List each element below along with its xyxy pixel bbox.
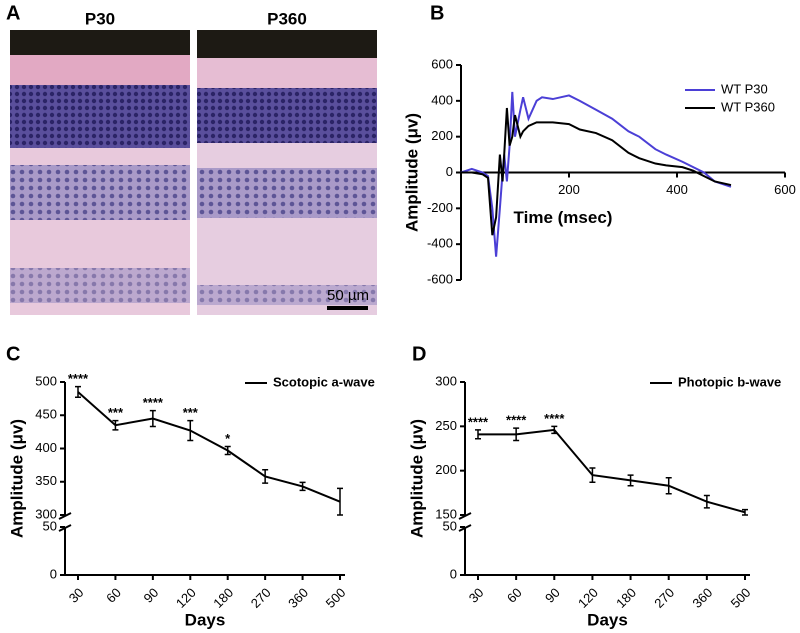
y-tick-label: 400 <box>35 440 57 455</box>
x-tick-label: 200 <box>558 182 580 197</box>
error-bar <box>299 481 306 492</box>
significance: *** <box>108 405 124 420</box>
histology-p360 <box>197 30 377 315</box>
significance: *** <box>183 405 199 420</box>
y-tick-label: 300 <box>435 373 457 388</box>
y-tick-label: 0 <box>50 566 57 581</box>
series-line <box>478 428 746 514</box>
y-tick-label: 200 <box>431 128 453 143</box>
error-bar <box>703 494 710 509</box>
y-tick-label: 150 <box>435 506 457 521</box>
error-bar <box>513 427 520 442</box>
x-tick-label: 60 <box>504 585 525 606</box>
significance: * <box>225 431 231 446</box>
x-tick-label: 120 <box>173 585 199 611</box>
x-tick-label: 360 <box>285 585 311 611</box>
x-tick-label: 360 <box>689 585 715 611</box>
x-tick-label: 500 <box>728 585 754 611</box>
panel-label: D <box>412 343 426 365</box>
x-tick-label: 90 <box>542 585 563 606</box>
x-tick-label: 30 <box>66 585 87 606</box>
significance: **** <box>506 413 527 428</box>
x-tick-label: 90 <box>141 585 162 606</box>
y-axis-title: Amplitude (μv) <box>402 113 421 232</box>
error-bar <box>627 474 634 487</box>
x-tick-label: 270 <box>248 585 274 611</box>
significance: **** <box>68 371 89 386</box>
y-tick-label: 400 <box>431 92 453 107</box>
y-tick-label: -200 <box>427 200 453 215</box>
error-bar <box>112 419 119 431</box>
x-tick-label: 120 <box>575 585 601 611</box>
y-tick-label: 50 <box>43 518 57 533</box>
legend-label: Scotopic a-wave <box>273 374 375 389</box>
error-bar <box>224 445 231 456</box>
y-tick-label: 350 <box>35 473 57 488</box>
series-line <box>460 91 732 257</box>
error-bar <box>551 425 558 435</box>
y-tick-label: -600 <box>427 271 453 286</box>
y-axis-title: Amplitude (μv) <box>407 419 426 538</box>
x-tick-label: 400 <box>666 182 688 197</box>
y-tick-label: 450 <box>35 407 57 422</box>
x-axis-title: Days <box>587 610 628 629</box>
x-tick-label: 500 <box>323 585 349 611</box>
y-tick-label: 0 <box>450 566 457 581</box>
y-tick-label: 600 <box>431 56 453 71</box>
x-tick-label: 180 <box>613 585 639 611</box>
error-bar <box>337 487 343 516</box>
significance: **** <box>143 395 164 410</box>
legend-label: Photopic b-wave <box>678 374 781 389</box>
significance: **** <box>468 414 489 429</box>
x-axis-title: Time (msec) <box>514 208 613 227</box>
significance: **** <box>544 411 565 426</box>
legend-label: WT P360 <box>721 99 775 114</box>
x-axis-title: Days <box>185 610 226 629</box>
x-tick-label: 180 <box>210 585 236 611</box>
y-tick-label: 50 <box>443 518 457 533</box>
error-bar <box>589 467 596 483</box>
error-bar <box>665 477 672 495</box>
scale-bar-label: 50 µm <box>327 287 369 304</box>
legend-label: WT P30 <box>721 81 768 96</box>
y-tick-label: 500 <box>35 373 57 388</box>
panel-title: P360 <box>267 9 307 28</box>
panel-label: C <box>6 343 20 365</box>
y-tick-label: 250 <box>435 418 457 433</box>
panel-label: B <box>430 2 444 24</box>
y-axis-title: Amplitude (μv) <box>7 419 26 538</box>
y-tick-label: 0 <box>446 164 453 179</box>
series-line <box>77 391 341 503</box>
error-bar <box>262 469 269 484</box>
error-bar <box>75 385 81 399</box>
error-bar <box>475 429 481 440</box>
histology-p30 <box>10 30 190 315</box>
series-line <box>461 107 732 236</box>
error-bar <box>742 508 748 516</box>
y-tick-label: 200 <box>435 462 457 477</box>
x-tick-label: 270 <box>651 585 677 611</box>
panel-label: A <box>6 2 20 24</box>
error-bar <box>149 409 156 428</box>
panel-title: P30 <box>85 9 115 28</box>
y-tick-label: -400 <box>427 236 453 251</box>
x-tick-label: 60 <box>103 585 124 606</box>
x-tick-label: 600 <box>774 182 796 197</box>
error-bar <box>187 419 194 442</box>
x-tick-label: 30 <box>466 585 487 606</box>
y-tick-label: 300 <box>35 506 57 521</box>
